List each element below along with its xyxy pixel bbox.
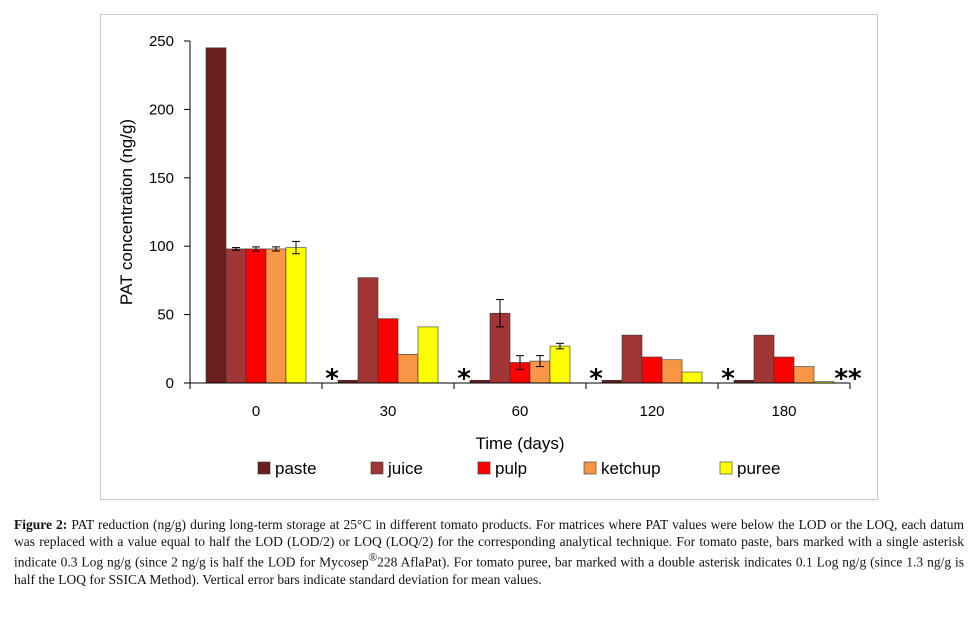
bar-juice-0 xyxy=(225,248,247,384)
caption-text: PAT reduction (ng/g) during long-term st… xyxy=(14,517,964,570)
bar-pulp-30 xyxy=(377,318,399,384)
legend-swatch-paste xyxy=(257,461,271,475)
legend-swatch-pulp xyxy=(477,461,491,475)
y-tick-label: 200 xyxy=(149,101,174,118)
x-tick-label: 60 xyxy=(512,403,529,420)
bar-ketchup-30 xyxy=(397,353,419,384)
bar-puree-120 xyxy=(681,371,703,384)
caption-text-continued: 228 AflaPat). For tomato puree, bar mark… xyxy=(14,554,964,587)
y-tick-label: 100 xyxy=(149,238,174,255)
y-tick-label: 150 xyxy=(149,170,174,187)
bar-paste-0 xyxy=(205,47,227,384)
caption-label: Figure 2: xyxy=(14,517,68,532)
bar-puree-30 xyxy=(417,326,439,384)
bar-ketchup-180 xyxy=(793,366,815,384)
asterisk-annotation: * xyxy=(457,364,471,394)
bar-juice-180 xyxy=(753,334,775,384)
asterisk-annotation: * xyxy=(589,364,603,394)
x-tick-label: 180 xyxy=(771,403,796,420)
x-tick-label: 30 xyxy=(380,403,397,420)
chart-frame xyxy=(100,14,878,500)
bar-juice-120 xyxy=(621,334,643,384)
bar-juice-30 xyxy=(357,277,379,384)
legend-label-paste: paste xyxy=(275,459,317,478)
asterisk-annotation: * xyxy=(721,364,735,394)
legend-swatch-juice xyxy=(370,461,384,475)
figure-caption: Figure 2: PAT reduction (ng/g) during lo… xyxy=(14,516,964,588)
legend-label-juice: juice xyxy=(387,459,423,478)
bar-ketchup-0 xyxy=(265,248,287,384)
y-tick-label: 250 xyxy=(149,33,174,50)
caption-superscript: ® xyxy=(368,552,378,564)
bar-ketchup-120 xyxy=(661,359,683,384)
legend-label-ketchup: ketchup xyxy=(601,459,661,478)
y-tick-label: 50 xyxy=(157,307,174,324)
asterisk-annotation: * xyxy=(325,364,339,394)
y-axis-title: PAT concentration (ng/g) xyxy=(117,119,136,305)
asterisk-annotation: ** xyxy=(834,364,862,394)
bar-puree-0 xyxy=(285,247,307,384)
x-axis-title: Time (days) xyxy=(475,434,564,453)
legend-label-pulp: pulp xyxy=(495,459,527,478)
legend-swatch-puree xyxy=(719,461,733,475)
x-tick-label: 0 xyxy=(252,403,260,420)
bar-pulp-180 xyxy=(773,356,795,384)
bar-pulp-0 xyxy=(245,248,267,384)
bar-puree-60 xyxy=(549,345,571,384)
legend-label-puree: puree xyxy=(737,459,780,478)
x-tick-label: 120 xyxy=(639,403,664,420)
y-tick-label: 0 xyxy=(166,375,174,392)
legend-swatch-ketchup xyxy=(583,461,597,475)
bar-pulp-120 xyxy=(641,356,663,384)
